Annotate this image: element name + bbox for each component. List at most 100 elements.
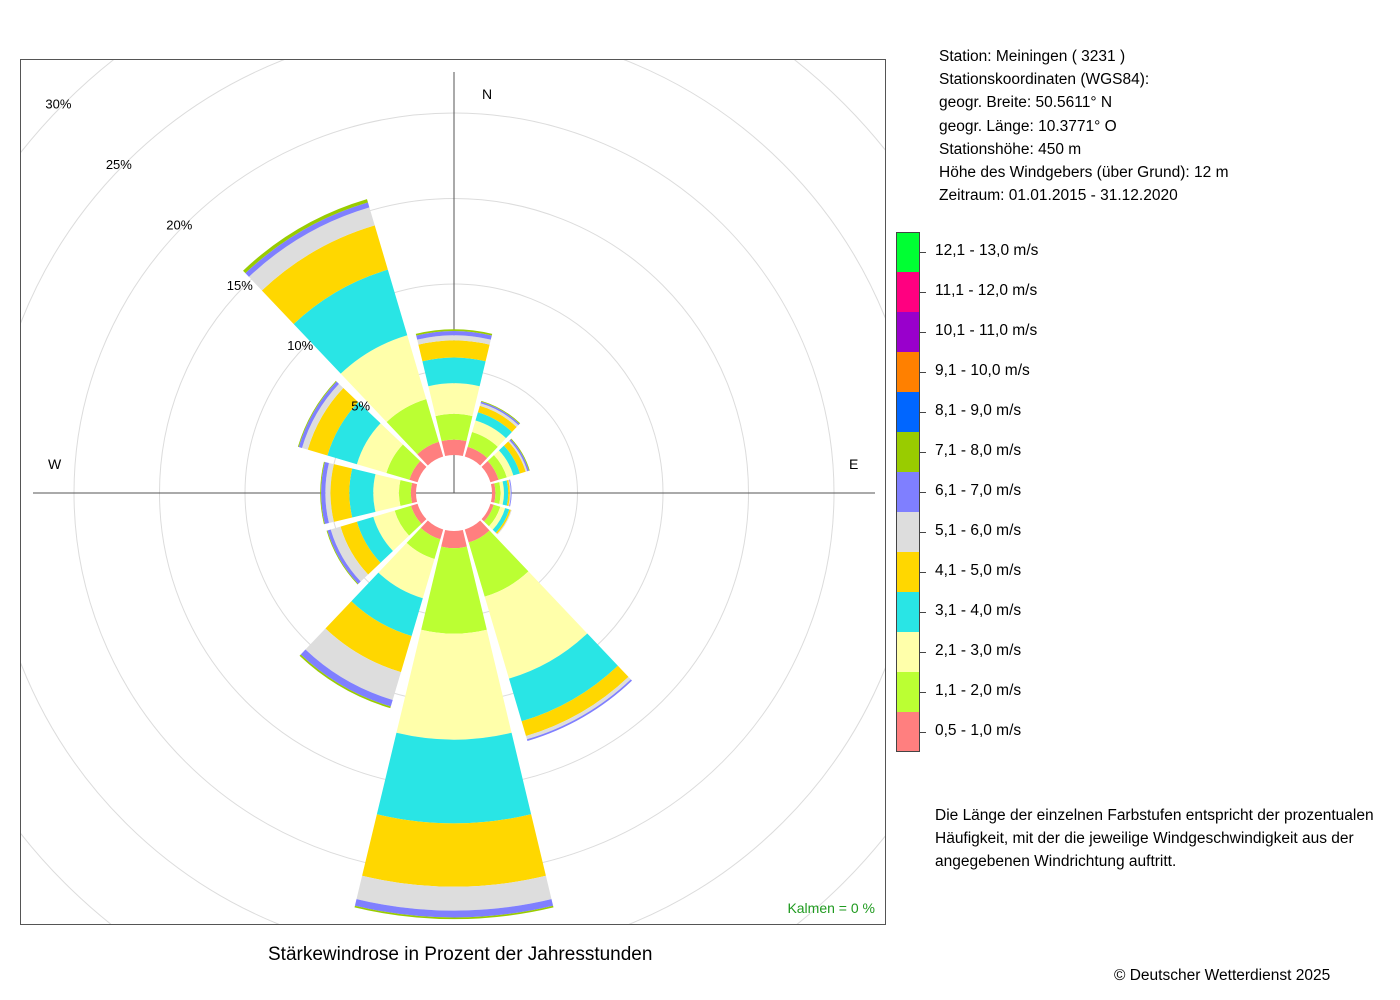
legend-tick: [920, 572, 926, 573]
legend-tick: [920, 332, 926, 333]
wind-segment-180-bin-6: [354, 899, 554, 918]
chart-title-text: Stärkewindrose in Prozent der Jahresstun…: [268, 944, 653, 965]
wind-segment-300-bin-1: [386, 444, 421, 480]
wind-segment-180-bin-7: [354, 905, 554, 920]
wind-segment-180-bin-3: [376, 732, 532, 824]
legend-swatch: [896, 552, 920, 592]
wind-segment-30-bin-3: [475, 412, 512, 439]
wind-segment-30-bin-0: [464, 446, 488, 466]
legend-label: 4,1 - 5,0 m/s: [935, 562, 1022, 579]
legend-label: 2,1 - 3,0 m/s: [935, 642, 1022, 659]
ring-label: 10%: [287, 338, 313, 353]
wind-segment-240-bin-4: [340, 521, 381, 575]
ring-label: 15%: [227, 278, 253, 293]
legend-swatch: [896, 592, 920, 632]
legend-swatch: [896, 472, 920, 512]
wind-segment-120-bin-5: [497, 509, 512, 535]
station-info: Station: Meiningen ( 3231 ) Stationskoor…: [939, 45, 1228, 207]
wind-segment-30-bin-2: [472, 420, 507, 447]
station-longitude: geogr. Länge: 10.3771° O: [939, 117, 1117, 135]
legend-swatch: [896, 352, 920, 392]
wind-segment-150-bin-1: [468, 530, 529, 597]
wind-segment-0-bin-5: [417, 335, 491, 345]
station-latitude: geogr. Breite: 50.5611° N: [939, 94, 1113, 112]
legend-swatch: [896, 632, 920, 672]
wind-segment-150-bin-3: [508, 633, 618, 722]
wind-segment-150-bin-5: [525, 676, 631, 740]
legend-swatch: [896, 432, 920, 472]
legend-tick: [920, 532, 926, 533]
legend-tick: [920, 412, 926, 413]
wind-segment-120-bin-4: [495, 509, 511, 534]
wind-segment-330-bin-4: [261, 225, 388, 325]
legend-label: 11,1 - 12,0 m/s: [935, 282, 1038, 299]
legend-tick: [920, 732, 926, 733]
wind-segment-60-bin-1: [487, 455, 507, 480]
wind-segment-90-bin-1: [494, 482, 501, 504]
wind-segment-90-bin-6: [509, 479, 512, 507]
legend-label: 3,1 - 4,0 m/s: [935, 602, 1022, 619]
wind-segment-210-bin-0: [420, 520, 444, 540]
legend-tick: [920, 652, 926, 653]
wind-rose-plot: N E W Kalmen = 0 % 5% 10% 15% 20% 25% 30%: [20, 59, 886, 925]
wind-segment-270-bin-5: [325, 462, 334, 524]
wind-segment-120-bin-1: [484, 504, 501, 527]
time-period: Zeitraum: 01.01.2015 - 31.12.2020: [939, 187, 1178, 205]
wind-segment-0-bin-3: [422, 357, 486, 387]
wind-segment-270-bin-0: [410, 482, 418, 504]
legend-label: 12,1 - 13,0 m/s: [935, 242, 1039, 259]
wind-segment-60-bin-2: [493, 450, 514, 478]
wind-segment-300-bin-6: [298, 381, 339, 448]
legend-label: 6,1 - 7,0 m/s: [935, 482, 1022, 499]
wind-segment-60-bin-6: [509, 439, 529, 472]
wind-segment-270-bin-4: [330, 464, 353, 522]
wind-segment-0-bin-7: [415, 329, 493, 336]
ring-label: 30%: [45, 96, 71, 111]
wind-segment-90-bin-2: [499, 481, 504, 505]
legend-label: 7,1 - 8,0 m/s: [935, 442, 1022, 459]
wind-segment-120-bin-0: [481, 503, 494, 522]
wind-segment-210-bin-2: [378, 542, 435, 599]
calm-label: Kalmen = 0 %: [787, 900, 875, 916]
legend-label: 9,1 - 10,0 m/s: [935, 362, 1030, 379]
wind-segment-300-bin-3: [327, 402, 381, 465]
wind-segment-60-bin-0: [481, 460, 499, 483]
legend-swatch: [896, 312, 920, 352]
legend-label: 8,1 - 9,0 m/s: [935, 402, 1022, 419]
legend-label: 1,1 - 2,0 m/s: [935, 682, 1022, 699]
wind-segment-240-bin-6: [327, 529, 361, 584]
legend-swatch: [896, 712, 920, 752]
wind-segment-0-bin-2: [428, 383, 480, 417]
station-name: Station: Meiningen ( 3231 ): [939, 48, 1126, 65]
wind-segment-60-bin-4: [503, 441, 526, 474]
wind-segment-0-bin-4: [418, 340, 490, 362]
petal-layer: [243, 199, 632, 920]
station-elevation: Stationshöhe: 450 m: [939, 140, 1082, 158]
legend-note: Die Länge der einzelnen Farbstufen entsp…: [935, 807, 1374, 870]
wind-segment-90-bin-0: [490, 483, 496, 503]
legend-label: 0,5 - 1,0 m/s: [935, 722, 1022, 739]
wind-segment-120-bin-2: [489, 506, 506, 530]
ring-label: 25%: [106, 157, 132, 172]
legend-label: 10,1 - 11,0 m/s: [935, 322, 1038, 339]
wind-segment-270-bin-6: [321, 461, 329, 525]
wind-segment-270-bin-3: [349, 468, 376, 518]
ring-label: 5%: [351, 399, 370, 414]
wind-segment-180-bin-1: [421, 546, 487, 634]
wind-segment-180-bin-4: [362, 814, 546, 887]
legend-swatch: [896, 232, 920, 272]
wind-segment-90-bin-4: [506, 479, 510, 507]
wind-segment-270-bin-1: [398, 480, 413, 506]
wind-segment-30-bin-4: [477, 405, 517, 432]
wind-segment-210-bin-5: [305, 628, 401, 700]
wind-segment-90-bin-3: [502, 480, 509, 506]
legend-swatch: [896, 392, 920, 432]
wind-segment-330-bin-5: [248, 207, 375, 291]
compass-label-e: E: [849, 456, 858, 472]
wind-segment-120-bin-3: [492, 508, 510, 533]
legend-tick: [920, 612, 926, 613]
wind-segment-240-bin-2: [373, 510, 410, 551]
legend-swatch: [896, 512, 920, 552]
label-layer: N E W Kalmen = 0 % 5% 10% 15% 20% 25% 30%: [45, 86, 875, 916]
wind-segment-30-bin-6: [480, 401, 520, 426]
